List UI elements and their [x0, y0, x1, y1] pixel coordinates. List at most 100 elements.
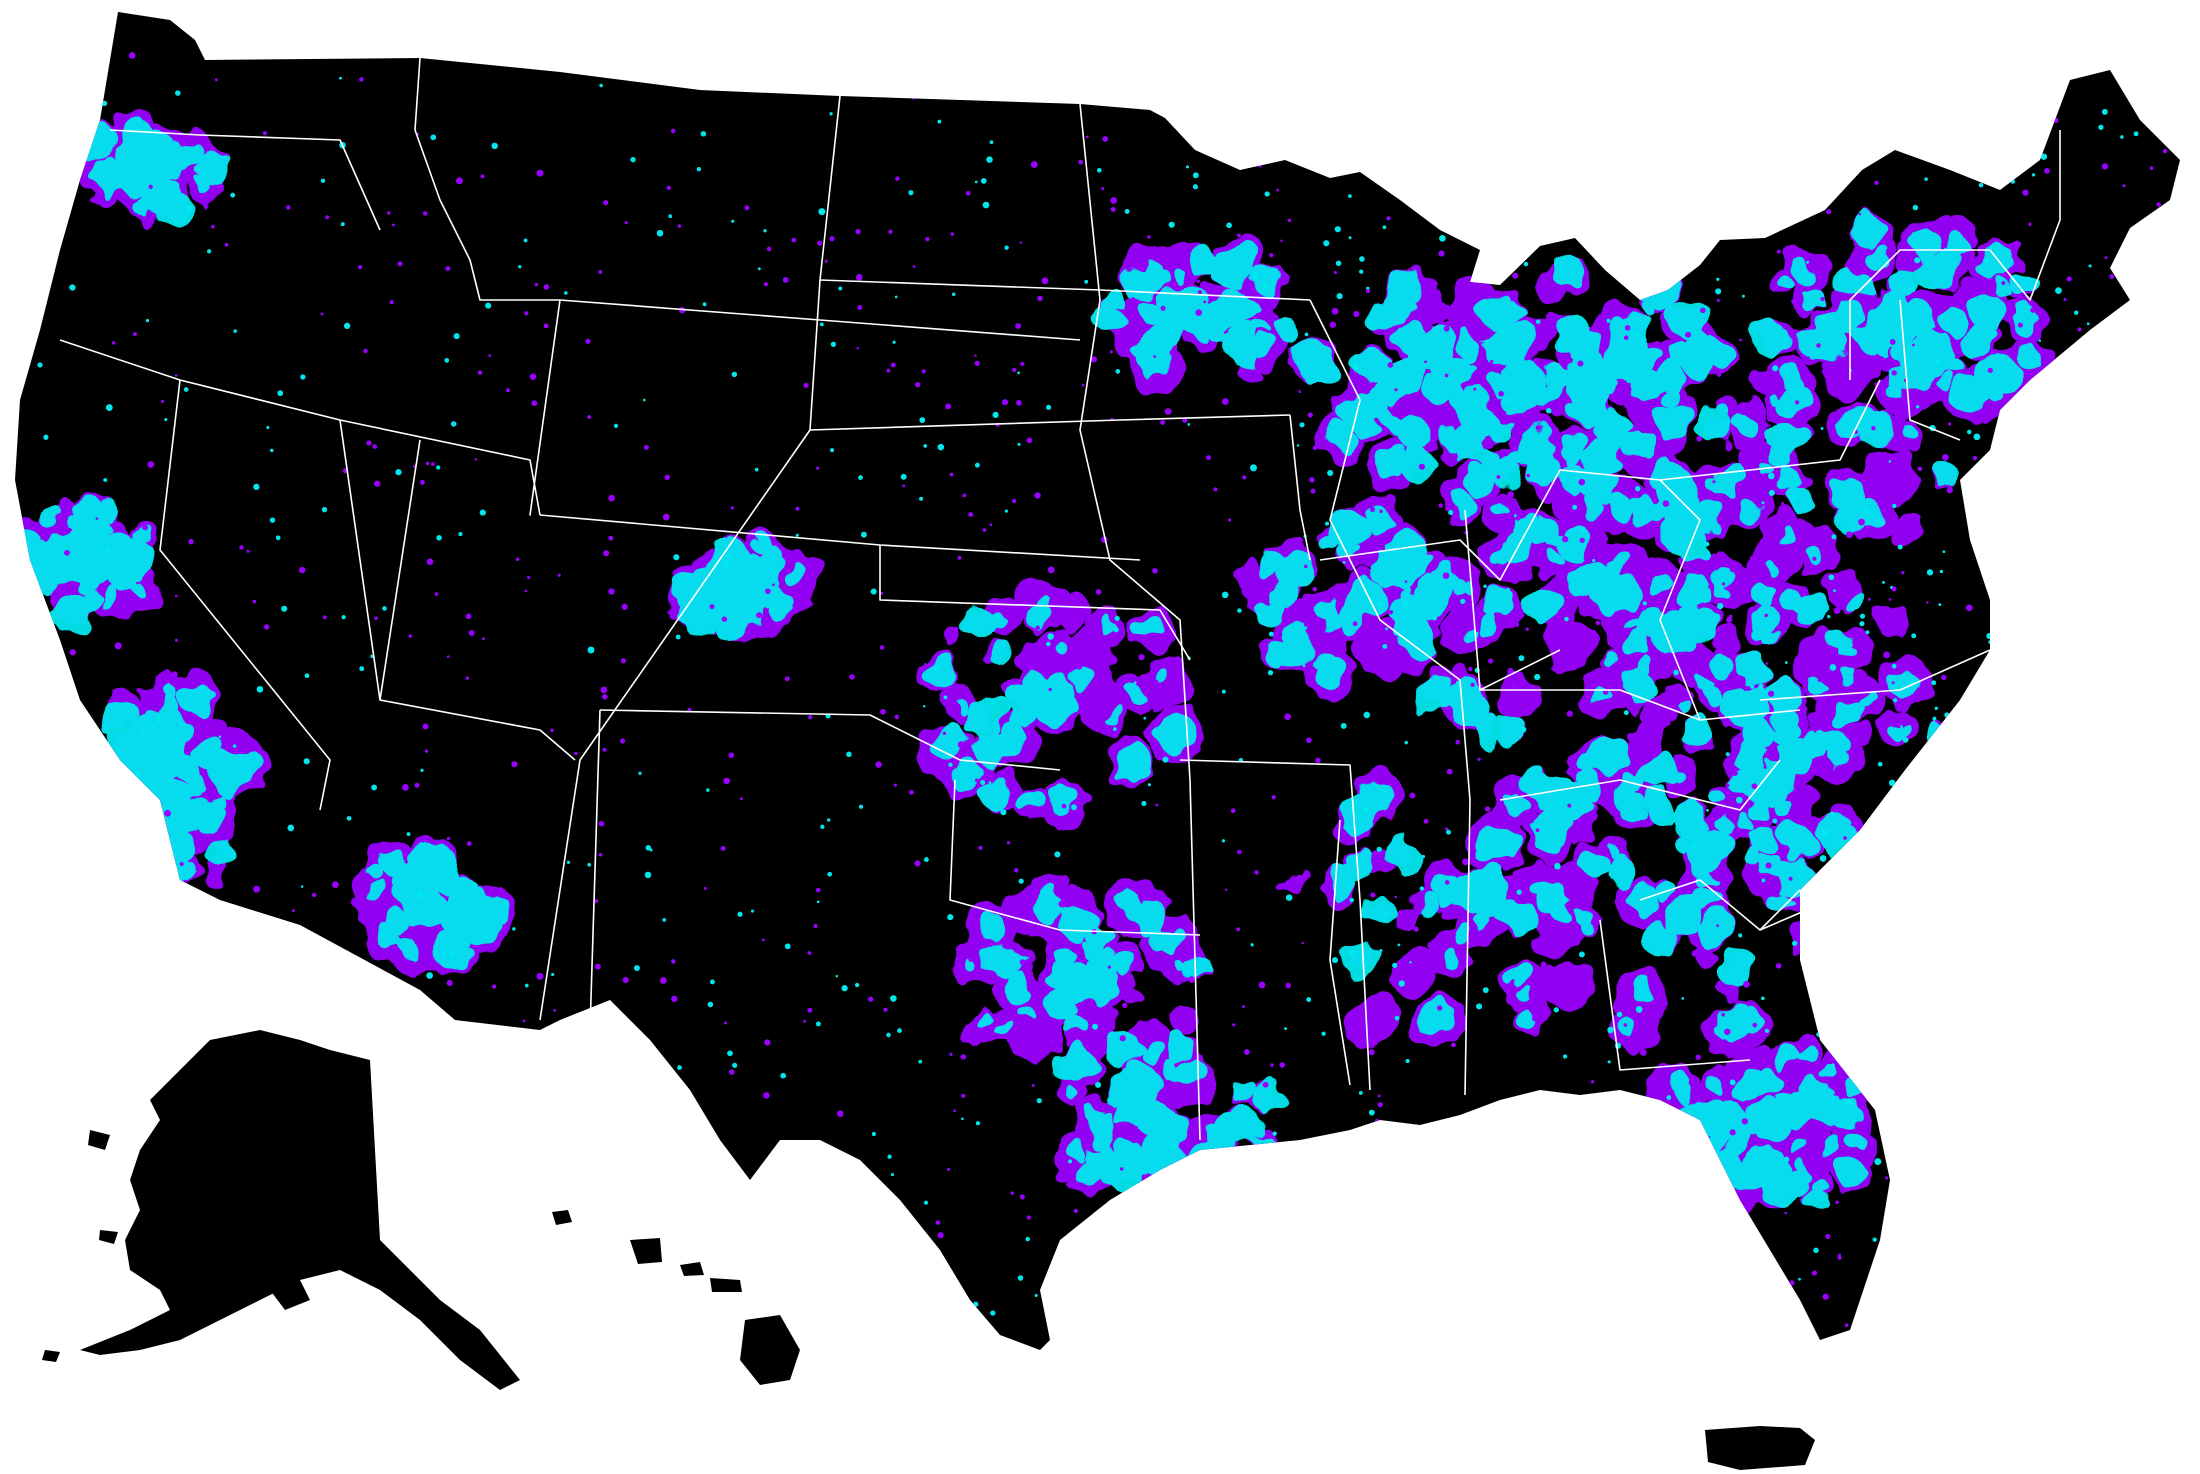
coverage-blob	[1805, 837, 1811, 843]
coverage-blob	[1359, 269, 1364, 274]
coverage-blob	[2099, 852, 2102, 855]
coverage-blob	[1618, 1271, 1624, 1277]
coverage-blob	[1974, 1097, 1979, 1101]
coverage-blob	[1403, 625, 1424, 646]
coverage-blob	[939, 743, 954, 758]
coverage-blob	[1952, 1181, 1956, 1186]
coverage-blob	[1770, 588, 1775, 593]
coverage-blob	[2158, 1008, 2163, 1014]
coverage-blob	[20, 1149, 27, 1156]
coverage-blob	[1999, 38, 2006, 46]
coverage-blob	[1567, 449, 1586, 468]
coverage-blob	[1719, 1216, 1724, 1222]
coverage-blob	[1919, 1209, 1924, 1214]
coverage-blob	[107, 807, 148, 848]
coverage-blob	[1062, 962, 1095, 994]
coverage-blob	[1716, 560, 1730, 574]
coverage-blob	[1942, 1115, 1950, 1122]
coverage-blob	[446, 980, 453, 986]
coverage-blob	[337, 1010, 343, 1016]
coverage-blob	[2166, 695, 2170, 699]
coverage-blob	[1906, 783, 1927, 804]
coverage-blob	[1221, 689, 1226, 694]
coverage-blob	[1357, 71, 1364, 78]
coverage-blob	[64, 550, 70, 556]
coverage-blob	[1417, 896, 1439, 917]
coverage-blob	[1309, 669, 1313, 674]
coverage-blob	[2108, 539, 2114, 544]
coverage-blob	[737, 911, 743, 917]
coverage-blob	[827, 872, 832, 877]
coverage-blob	[729, 1069, 735, 1075]
coverage-blob	[1462, 858, 1469, 866]
coverage-blob	[1163, 933, 1180, 950]
coverage-blob	[861, 531, 867, 538]
coverage-blob	[93, 773, 122, 802]
coverage-blob	[1715, 1187, 1718, 1190]
coverage-blob	[1276, 188, 1279, 192]
coverage-blob	[1718, 49, 1722, 53]
coverage-blob	[1711, 1166, 1719, 1174]
coverage-blob	[54, 801, 83, 829]
coverage-blob	[2075, 371, 2082, 378]
coverage-blob	[1549, 253, 1582, 286]
coverage-blob	[1959, 1125, 1965, 1131]
coverage-blob	[1609, 158, 1615, 164]
coverage-blob	[315, 1301, 320, 1307]
coverage-blob	[98, 1242, 104, 1248]
coverage-blob	[1750, 1237, 1757, 1245]
coverage-blob	[685, 600, 720, 635]
coverage-blob	[1810, 1177, 1824, 1191]
coverage-blob	[1102, 136, 1109, 142]
coverage-blob	[1901, 571, 1905, 575]
coverage-blob	[934, 1249, 938, 1253]
coverage-blob	[1741, 111, 1749, 118]
coverage-blob	[1075, 668, 1095, 688]
coverage-blob	[1838, 1005, 1843, 1011]
coverage-blob	[527, 576, 530, 579]
coverage-blob	[2151, 555, 2155, 558]
coverage-blob	[181, 24, 186, 29]
coverage-blob	[1072, 1273, 1077, 1279]
coverage-blob	[1285, 982, 1291, 989]
coverage-blob	[824, 259, 828, 263]
coverage-blob	[1523, 198, 1530, 204]
coverage-blob	[1233, 1078, 1256, 1101]
coverage-blob	[1736, 154, 1742, 159]
coverage-blob	[1521, 586, 1561, 625]
coverage-blob	[952, 292, 956, 296]
coverage-blob	[1131, 898, 1168, 934]
coverage-blob	[1336, 293, 1343, 300]
coverage-blob	[1768, 690, 1775, 697]
coverage-blob	[1718, 952, 1754, 987]
coverage-blob	[1847, 594, 1868, 614]
coverage-blob	[1291, 334, 1330, 373]
coverage-blob	[1536, 319, 1541, 324]
coverage-blob	[1892, 1103, 1897, 1108]
coverage-blob	[1525, 35, 1528, 39]
coverage-blob	[1776, 330, 1795, 349]
coverage-blob	[1171, 955, 1185, 969]
coverage-blob	[2173, 926, 2179, 932]
coverage-blob	[332, 881, 339, 888]
coverage-blob	[1906, 906, 1910, 910]
coverage-blob	[1631, 979, 1656, 1004]
coverage-blob	[855, 274, 863, 281]
coverage-blob	[2129, 412, 2133, 415]
coverage-blob	[1518, 167, 1526, 174]
coverage-blob	[1104, 1141, 1137, 1174]
coverage-blob	[2005, 736, 2011, 742]
coverage-blob	[1296, 444, 1300, 447]
coverage-blob	[1594, 685, 1614, 705]
coverage-blob	[1505, 449, 1521, 464]
coverage-blob	[656, 1103, 659, 1106]
coverage-blob	[1636, 434, 1658, 456]
coverage-blob	[140, 819, 157, 836]
coverage-blob	[2112, 945, 2116, 949]
coverage-blob	[2124, 91, 2128, 94]
coverage-blob	[2156, 21, 2160, 25]
coverage-blob	[2043, 991, 2047, 994]
coverage-blob	[1002, 399, 1008, 406]
coverage-blob	[1535, 828, 1540, 832]
coverage-blob	[2173, 926, 2179, 932]
